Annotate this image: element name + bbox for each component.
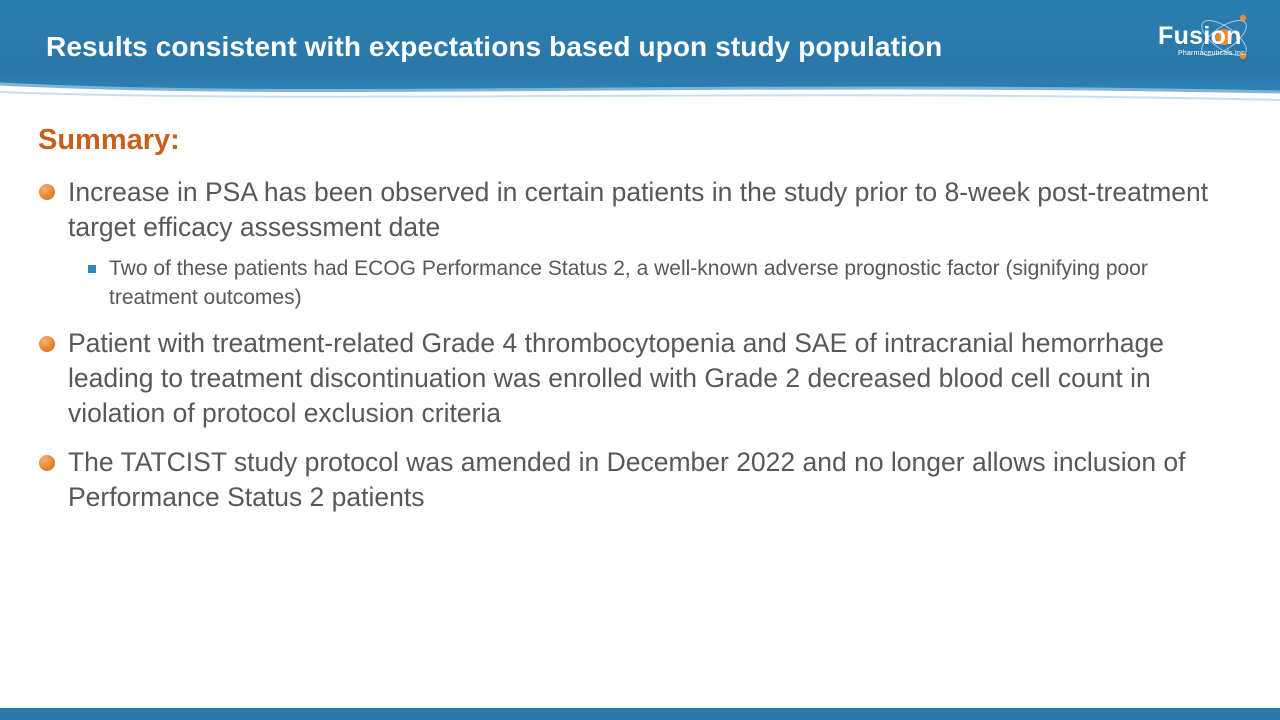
summary-heading: Summary: [38,124,180,156]
sub-bullet-item-1: Two of these patients had ECOG Performan… [109,257,1148,309]
bullet-dot-icon [39,455,55,471]
logo-name: Fusion [1158,22,1242,50]
footer-bar [0,708,1280,720]
sub-bullet-square-icon [88,265,96,273]
orbit-icon [1201,14,1247,60]
bullet-item-2: Patient with treatment-related Grade 4 t… [68,328,1164,428]
header-wave-decoration [0,82,1280,104]
bullet-item-1: Increase in PSA has been observed in cer… [68,177,1209,242]
header-bar: Results consistent with expectations bas… [0,0,1280,100]
bullet-dot-icon [39,184,55,200]
bullet-item-3: The TATCIST study protocol was amended i… [68,447,1186,512]
bullet-dot-icon [39,336,55,352]
slide-title: Results consistent with expectations bas… [46,31,943,62]
logo-tagline: Pharmaceuticals Inc. [1178,50,1247,57]
company-logo: Fusion Pharmaceuticals Inc. [1150,8,1254,68]
